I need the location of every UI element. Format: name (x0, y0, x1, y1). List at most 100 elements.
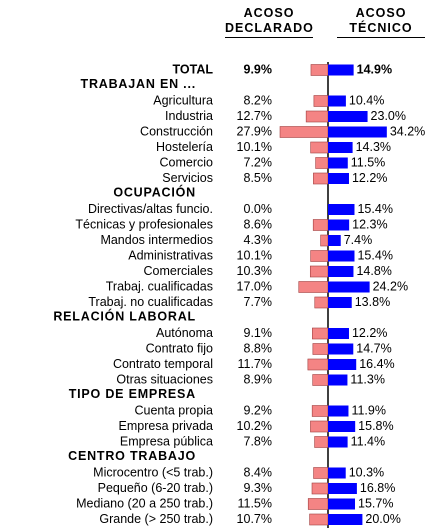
bar-declarado (305, 110, 329, 123)
value-label: 11.5% (237, 496, 272, 510)
value-label: 10.3% (349, 465, 384, 479)
category-label: Comerciales (144, 264, 213, 278)
value-label: 20.0% (365, 512, 400, 526)
bar-declarado (307, 498, 329, 510)
value-label: 15.7% (358, 496, 393, 510)
section-title: RELACIÓN LABORAL (53, 308, 196, 323)
value-label: 9.1% (244, 326, 273, 340)
bar-declarado (314, 296, 329, 309)
legend-label: ACOSO DECLARADO (225, 6, 313, 38)
bar-declarado (310, 141, 329, 154)
value-label: 14.8% (356, 264, 391, 278)
bar-declarado (309, 513, 329, 526)
value-label: 16.8% (360, 481, 395, 495)
value-label: 10.7% (237, 512, 272, 526)
category-label: Contrato temporal (113, 357, 213, 371)
value-label: 9.3% (244, 481, 273, 495)
series-header: ACOSO TÉCNICO (326, 6, 436, 38)
bar-declarado (311, 405, 329, 417)
value-label: 10.4% (349, 93, 384, 107)
value-label: 12.2% (352, 326, 387, 340)
section-title: TRABAJAN EN ... (81, 77, 196, 91)
bar-tecnico (328, 204, 355, 215)
bar-tecnico (328, 374, 348, 386)
value-label: 9.2% (244, 403, 273, 417)
bar-tecnico (328, 157, 348, 169)
section-title: CENTRO TRABAJO (68, 449, 196, 463)
category-label: Agricultura (153, 93, 213, 107)
section-title: TIPO DE EMPRESA (69, 387, 196, 401)
category-label: TOTAL (172, 62, 213, 76)
bar-tecnico (328, 111, 368, 122)
value-label: 11.4% (351, 434, 386, 448)
bar-tecnico (328, 173, 349, 184)
category-label: Construcción (140, 124, 213, 138)
bar-tecnico (328, 235, 341, 246)
value-label: 8.6% (244, 217, 273, 231)
category-label: Industria (165, 109, 213, 123)
category-label: Otras situaciones (116, 372, 213, 386)
category-label: Mediano (20 a 250 trab.) (76, 496, 213, 510)
bar-tecnico (328, 95, 346, 107)
value-label: 13.8% (355, 295, 390, 309)
value-label: 10.1% (237, 140, 272, 154)
bar-tecnico (328, 514, 363, 525)
value-label: 7.8% (244, 434, 273, 448)
value-label: 9.9% (244, 62, 273, 76)
value-label: 34.2% (390, 124, 425, 138)
bar-declarado (310, 64, 329, 76)
bar-declarado (315, 157, 329, 169)
bar-declarado (309, 265, 329, 278)
bar-tecnico (328, 266, 354, 277)
bar-declarado (313, 172, 329, 185)
value-label: 11.9% (351, 403, 386, 417)
bar-declarado (310, 420, 329, 433)
category-label: Técnicas y profesionales (75, 217, 213, 231)
section-title: OCUPACIÓN (113, 184, 196, 199)
bar-declarado (310, 250, 329, 262)
value-label: 7.2% (244, 155, 273, 169)
value-label: 10.2% (237, 419, 272, 433)
value-label: 27.9% (237, 124, 272, 138)
value-label: 12.3% (352, 217, 387, 231)
category-label: Hostelería (156, 140, 213, 154)
value-label: 8.8% (244, 341, 273, 355)
category-label: Directivas/altas funcio. (88, 202, 213, 216)
value-label: 16.4% (359, 357, 394, 371)
category-label: Servicios (162, 171, 213, 185)
bar-declarado (320, 234, 329, 247)
value-label: 4.3% (244, 233, 273, 247)
value-label: 15.8% (358, 419, 393, 433)
bar-tecnico (328, 483, 357, 494)
value-label: 23.0% (371, 109, 406, 123)
category-label: Empresa pública (120, 434, 213, 448)
bar-declarado (314, 436, 329, 448)
value-label: 7.7% (244, 295, 273, 309)
bar-tecnico (328, 297, 352, 308)
category-label: Empresa privada (119, 419, 214, 433)
value-label: 14.9% (357, 62, 392, 76)
bar-tecnico (328, 328, 349, 339)
value-label: 8.4% (244, 465, 273, 479)
bar-tecnico (328, 219, 350, 231)
bar-tecnico (328, 281, 370, 293)
bar-tecnico (328, 359, 357, 370)
bar-tecnico (328, 467, 346, 479)
bar-declarado (279, 126, 329, 138)
category-label: Comercio (160, 155, 214, 169)
bar-declarado (313, 467, 329, 479)
bar-tecnico (328, 436, 348, 448)
bar-declarado (312, 219, 329, 231)
value-label: 11.3% (350, 372, 385, 386)
value-label: 14.7% (356, 341, 391, 355)
category-label: Autónoma (156, 326, 213, 340)
value-label: 0.0% (244, 202, 273, 216)
category-label: Trabaj. no cualificadas (88, 295, 213, 309)
category-label: Grande (> 250 trab.) (99, 512, 213, 526)
value-label: 12.2% (352, 171, 387, 185)
bar-tecnico (328, 142, 353, 153)
bar-declarado (311, 482, 329, 495)
value-label: 8.9% (244, 372, 273, 386)
bar-tecnico (328, 64, 354, 76)
